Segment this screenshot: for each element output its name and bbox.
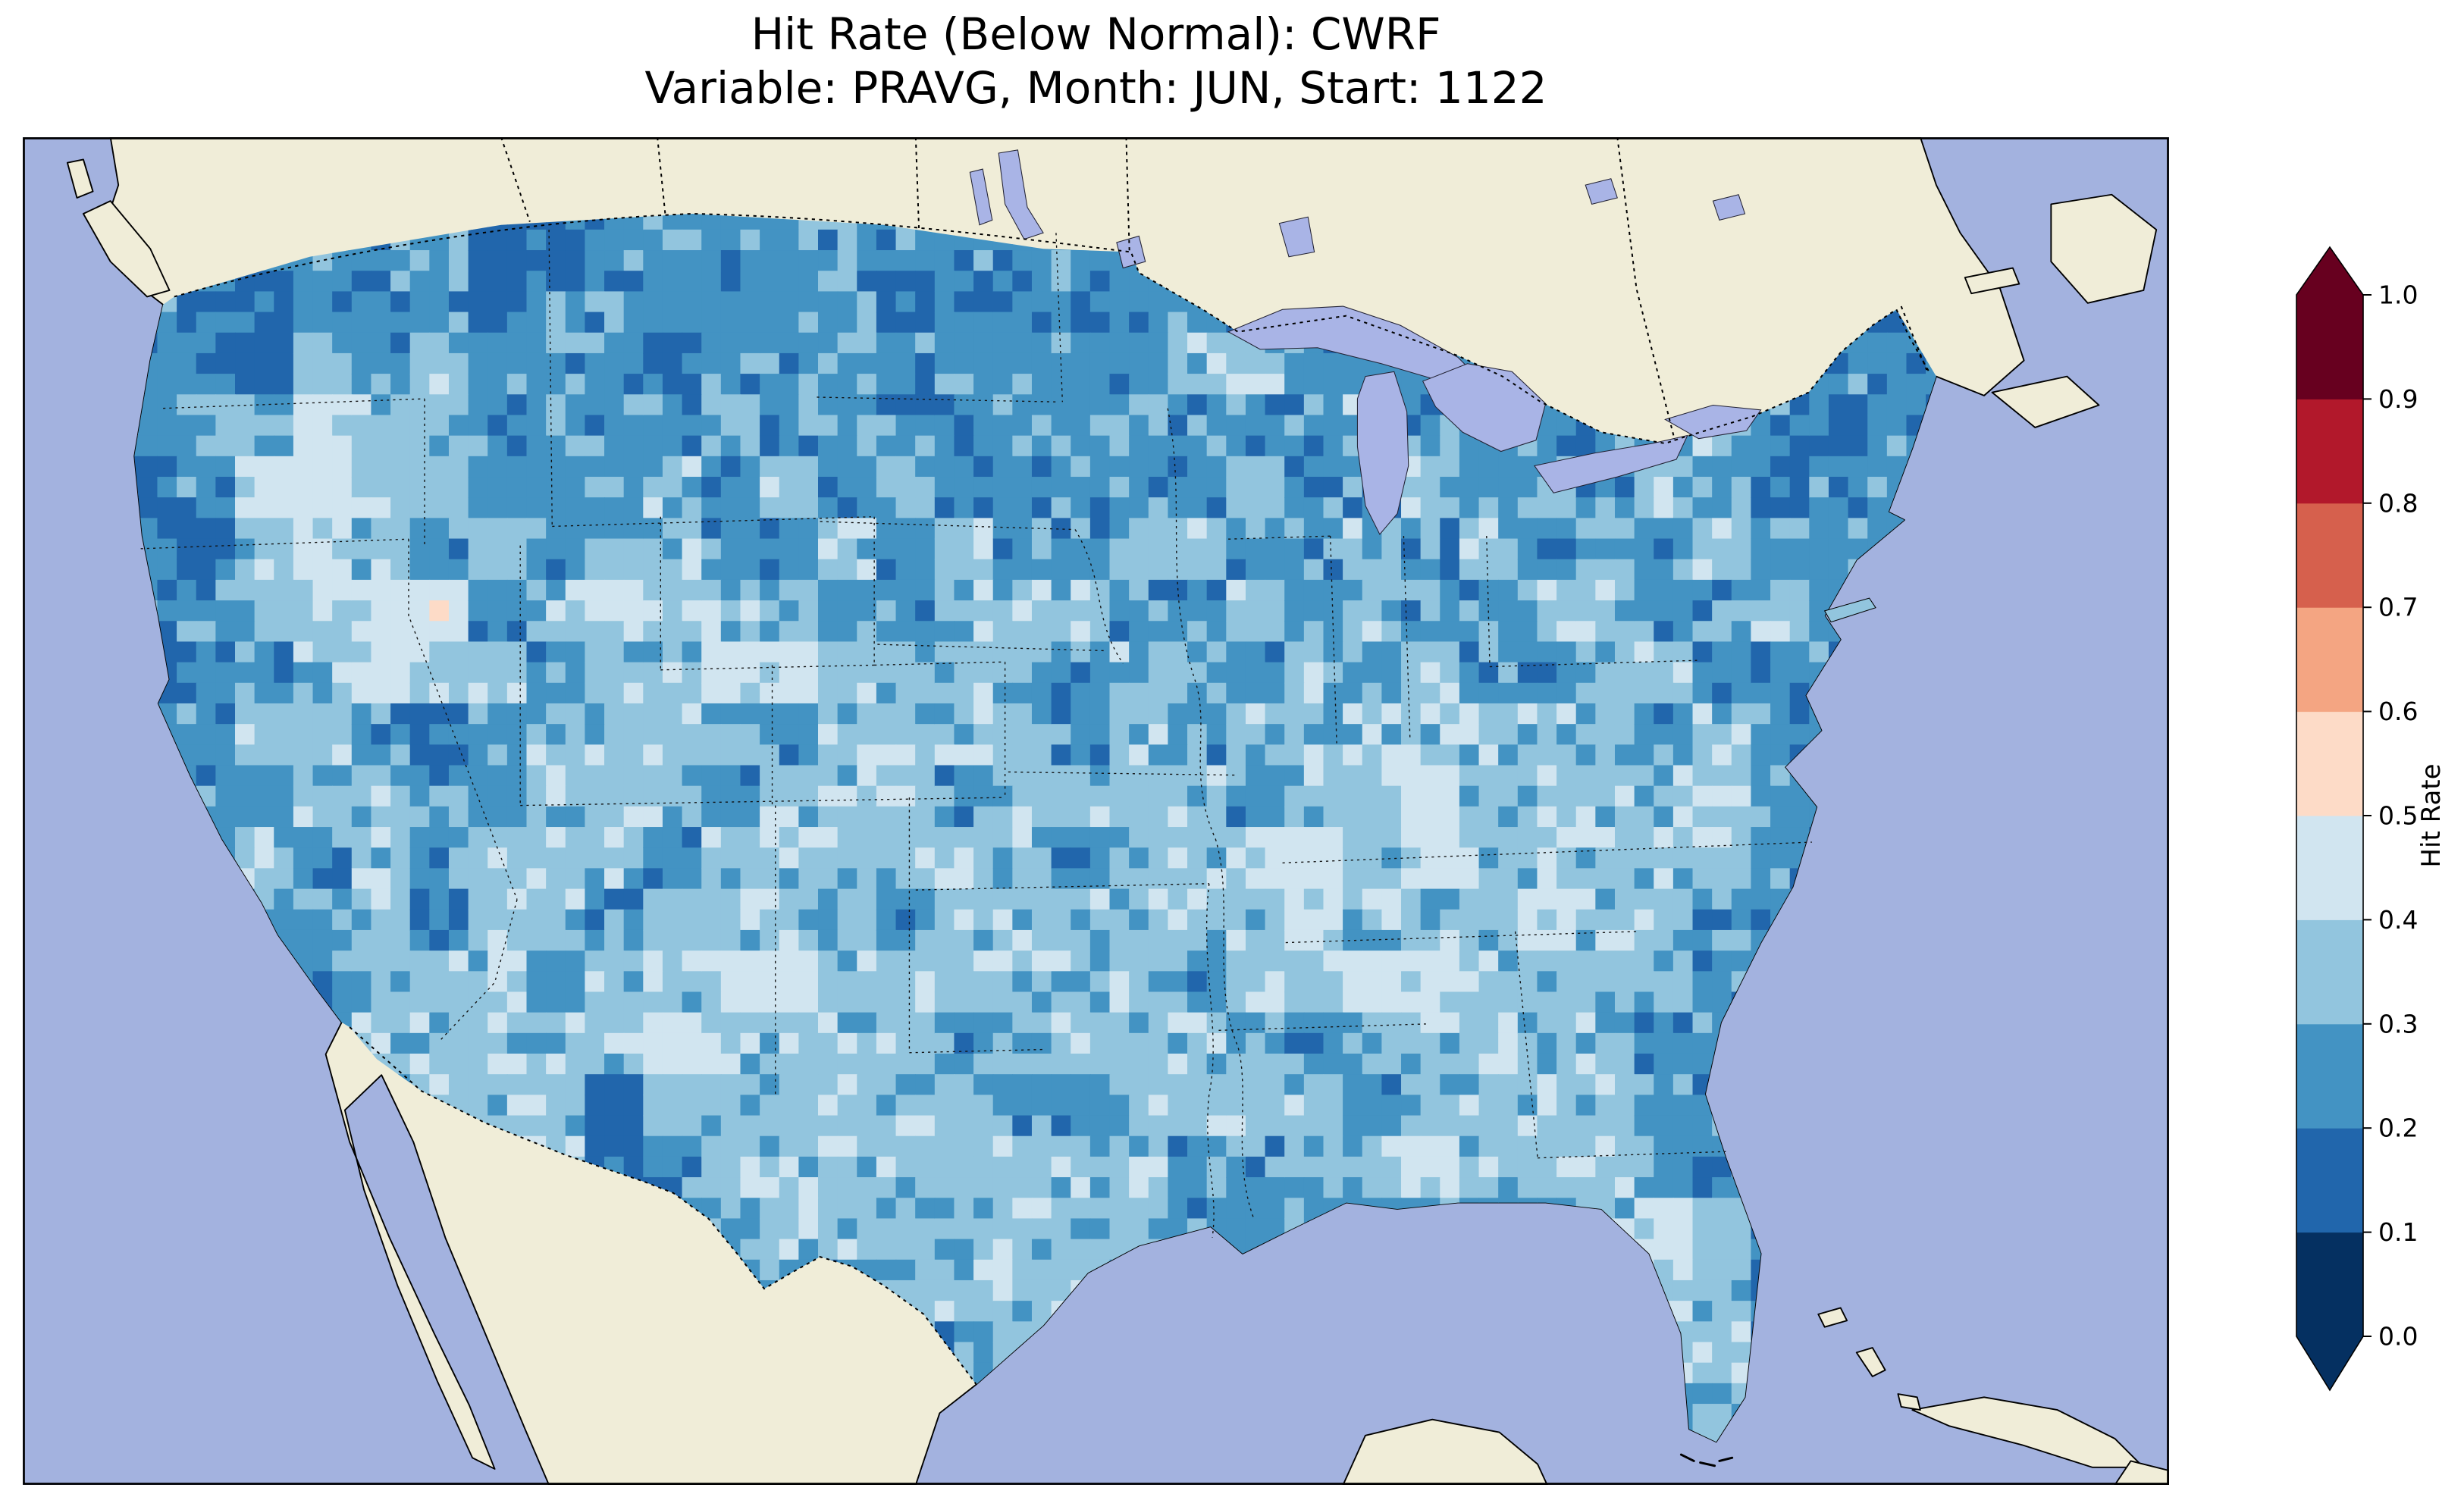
- colorbar-tick-label: 0.7: [2378, 593, 2418, 622]
- anticosti-island: [1964, 267, 2020, 295]
- colorbar-tick-label: 0.6: [2378, 697, 2418, 726]
- canada-lakes: [969, 149, 1746, 269]
- us-hit-rate-map: [23, 137, 2169, 1485]
- newfoundland-island: [2050, 193, 2158, 304]
- bahamas: [1817, 1307, 1921, 1411]
- vancouver-island: [82, 200, 171, 298]
- florida-keys: [1679, 1453, 1734, 1467]
- colorbar-bar: [2296, 247, 2363, 1390]
- haida-island: [66, 158, 94, 199]
- lake-ontario: [1664, 404, 1762, 440]
- lake-erie: [1534, 434, 1688, 493]
- colorbar: 0.0 0.1 0.2 0.3 0.4 0.5 0.6 0.7 0.8 0.9 1.0 Hit Ra…: [2296, 246, 2447, 1392]
- chart-title: Hit Rate (Below Normal): CWRF Variable: …: [23, 8, 2169, 115]
- lake-michigan: [1356, 371, 1409, 535]
- lake-of-the-woods: [1116, 235, 1146, 269]
- lake-winnipeg: [998, 149, 1044, 240]
- colorbar-tick-label: 0.1: [2378, 1217, 2418, 1247]
- lake-nipigon: [1278, 216, 1315, 258]
- colorbar-tick-label: 0.9: [2378, 384, 2418, 414]
- nova-scotia: [1991, 375, 2100, 428]
- colorbar-tick-label: 1.0: [2378, 280, 2418, 310]
- canada-lake-small-1: [1712, 194, 1746, 221]
- chart-title-line2: Variable: PRAVG, Month: JUN, Start: 1122: [644, 61, 1547, 114]
- colorbar-tick-label: 0.2: [2378, 1113, 2418, 1143]
- long-island: [1823, 597, 1876, 623]
- canada-us-border: [174, 212, 1931, 445]
- lake-winnipegosis: [969, 168, 993, 226]
- hispaniola-edge: [2114, 1460, 2169, 1485]
- great-lakes: [1227, 305, 1762, 535]
- colorbar-ticks: 0.0 0.1 0.2 0.3 0.4 0.5 0.6 0.7 0.8 0.9 1.0: [2363, 280, 2418, 1351]
- chart-title-line1: Hit Rate (Below Normal): CWRF: [751, 8, 1441, 60]
- state-borders: [140, 230, 1812, 1238]
- canada-lake-small-2: [1585, 178, 1618, 205]
- colorbar-tick-label: 0.0: [2378, 1322, 2418, 1351]
- colorbar-tick-label: 0.8: [2378, 488, 2418, 518]
- colorbar-tick-label: 0.4: [2378, 905, 2418, 935]
- colorbar-tick-label: 0.3: [2378, 1009, 2418, 1038]
- yucatan-peninsula: [1342, 1418, 1548, 1485]
- colorbar-tick-label: 0.5: [2378, 801, 2418, 831]
- colorbar-label: Hit Rate: [2416, 763, 2447, 867]
- map-frame: [23, 137, 2169, 1485]
- mexico-us-border: [349, 1026, 977, 1386]
- canada-province-borders: [500, 137, 1928, 441]
